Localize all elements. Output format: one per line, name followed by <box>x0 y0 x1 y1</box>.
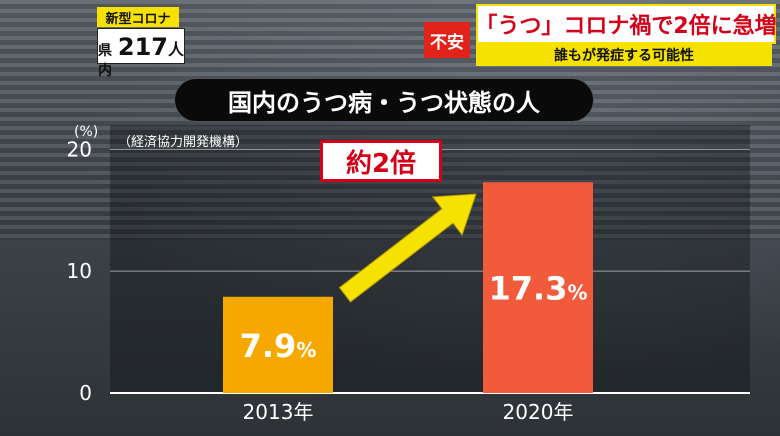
approx-double-callout: 約2倍 <box>320 140 442 182</box>
chart-title: 国内のうつ病・うつ状態の人 <box>174 78 594 122</box>
covid-badge-label: 新型コロナ <box>97 7 179 27</box>
x-category-label-1: 2020年 <box>503 400 574 424</box>
chart-source: （経済協力開発機構） <box>118 134 248 150</box>
bar-value-unit-1: % <box>567 281 587 305</box>
case-count-prefix: 県内 <box>98 43 112 79</box>
case-count-number: 217 <box>117 33 168 61</box>
y-axis-unit: (%) <box>74 124 98 140</box>
case-count-suffix: 人 <box>167 40 184 59</box>
bar-value-number-0: 7.9 <box>240 327 297 365</box>
trend-arrow-shape <box>338 193 477 303</box>
bar-value-number-1: 17.3 <box>489 270 568 308</box>
bar-value-unit-0: % <box>296 338 316 362</box>
covid-case-count: 県内 217 人 <box>97 28 185 79</box>
y-tick-label-10: 10 <box>67 259 92 283</box>
trend-arrow <box>338 193 477 303</box>
bar-1 <box>483 182 593 393</box>
y-tick-label-20: 20 <box>67 137 92 161</box>
headline-subtitle: 誰もが発症する可能性 <box>476 44 772 66</box>
headline-title: 「うつ」コロナ禍で2倍に急増 <box>475 4 777 44</box>
bar-0 <box>223 296 333 393</box>
bars <box>223 182 593 393</box>
labels: 0 10 20(%) （経済協力開発機構） 7.9% 2013年 17.3% 2020年 <box>67 124 588 424</box>
y-tick-label-0: 0 <box>79 381 92 405</box>
bar-value-label-1: 17.3% <box>489 270 588 308</box>
bar-value-label-0: 7.9% <box>240 327 317 365</box>
x-category-label-0: 2013年 <box>243 400 314 424</box>
headline-tag: 不安 <box>424 22 470 58</box>
